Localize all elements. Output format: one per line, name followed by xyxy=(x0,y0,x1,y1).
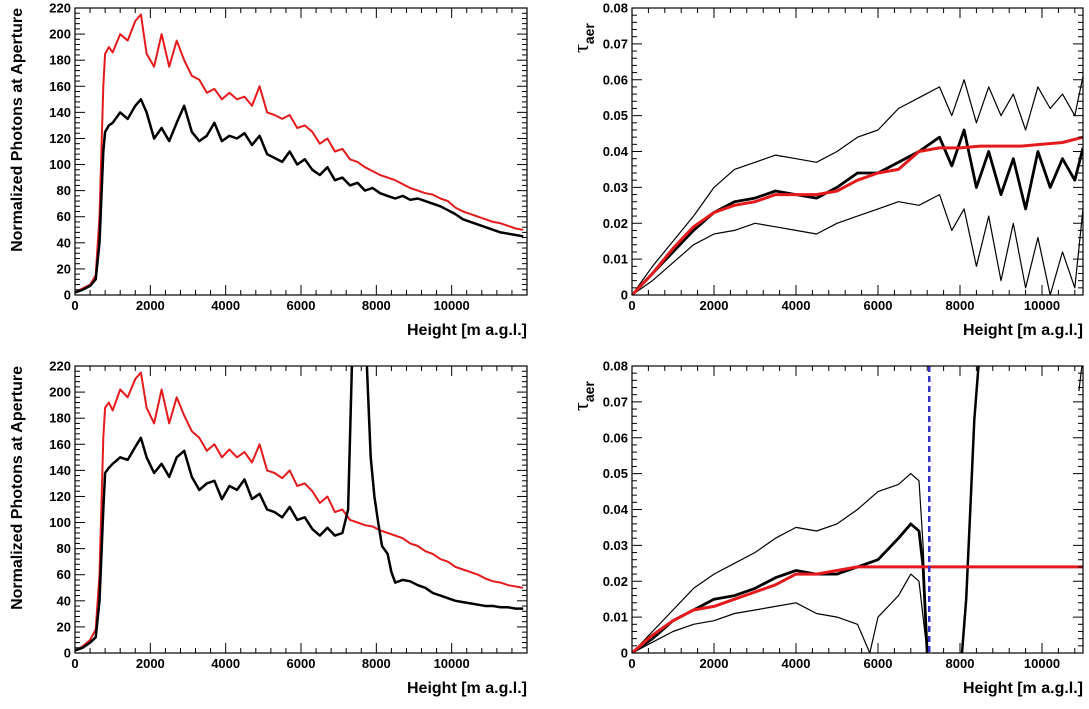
x-tick-label: 2000 xyxy=(700,298,729,313)
y-tick-label: 100 xyxy=(49,515,71,530)
series-line-0 xyxy=(75,13,524,294)
panel-p3: 0 2000 4000 6000 8000 10000 0 0.01 0.02 0.03 0.04 0… xyxy=(568,359,1084,697)
y-tick-label: 0.07 xyxy=(603,36,628,51)
series-line-1 xyxy=(75,98,524,294)
y-axis-title: Normalized Photons at Aperture xyxy=(9,366,26,610)
x-tick-label: 10000 xyxy=(1024,298,1060,313)
y-tick-label: 0 xyxy=(621,646,628,661)
y-tick-label: 0.01 xyxy=(603,610,628,625)
y-tick-label: 60 xyxy=(57,209,71,224)
y-tick-label: 140 xyxy=(49,105,71,120)
series-line-3 xyxy=(960,366,980,653)
x-tick-label: 8000 xyxy=(362,298,391,313)
y-tick-label: 0 xyxy=(621,288,628,303)
x-tick-label: 8000 xyxy=(946,656,975,671)
x-axis-title: Height [m a.g.l.] xyxy=(407,322,527,339)
y-tick-label: 200 xyxy=(49,385,71,400)
y-tick-label: 0.02 xyxy=(603,216,628,231)
series-line-0 xyxy=(75,371,524,652)
x-tick-label: 4000 xyxy=(782,298,811,313)
y-tick-label: 20 xyxy=(57,261,71,276)
y-tick-label: 0.06 xyxy=(603,72,628,87)
x-tick-label: 4000 xyxy=(211,298,240,313)
x-tick-label: 8000 xyxy=(362,656,391,671)
y-tick-label: 80 xyxy=(57,183,71,198)
y-tick-label: 160 xyxy=(49,437,71,452)
y-tick-label: 120 xyxy=(49,489,71,504)
y-axis-title-subscript: aer xyxy=(581,381,597,403)
y-tick-label: 20 xyxy=(57,619,71,634)
series-group xyxy=(75,366,524,652)
y-tick-label: 0.08 xyxy=(603,359,628,374)
y-tick-label: 180 xyxy=(49,53,71,68)
y-tick-label: 0.02 xyxy=(603,574,628,589)
x-tick-label: 4000 xyxy=(782,656,811,671)
x-axis-title: Height [m a.g.l.] xyxy=(407,680,527,697)
y-tick-label: 140 xyxy=(49,463,71,478)
y-tick-label: 200 xyxy=(49,27,71,42)
x-tick-label: 8000 xyxy=(946,298,975,313)
y-tick-label: 60 xyxy=(57,567,71,582)
panel-p2: 0 2000 4000 6000 8000 10000 0 20 40 60 80 100 120 140… xyxy=(9,359,528,697)
series-line-2 xyxy=(632,573,928,653)
y-tick-label: 0.04 xyxy=(603,144,629,159)
x-tick-label: 10000 xyxy=(434,656,470,671)
x-tick-label: 0 xyxy=(71,656,78,671)
panel-p1: 0 2000 4000 6000 8000 10000 0 0.01 0.02 0.03 0.04 0… xyxy=(568,1,1084,339)
y-tick-label: 40 xyxy=(57,593,71,608)
x-tick-label: 0 xyxy=(628,298,635,313)
x-tick-label: 4000 xyxy=(211,656,240,671)
y-tick-label: 0.06 xyxy=(603,430,628,445)
x-tick-label: 0 xyxy=(71,298,78,313)
y-tick-label: 160 xyxy=(49,79,71,94)
y-axis-title: τaer xyxy=(568,23,597,53)
y-tick-label: 100 xyxy=(49,157,71,172)
y-tick-label: 120 xyxy=(49,131,71,146)
series-group xyxy=(632,366,1083,653)
x-axis-title: Height [m a.g.l.] xyxy=(963,680,1083,697)
y-tick-label: 80 xyxy=(57,541,71,556)
x-tick-label: 6000 xyxy=(864,656,893,671)
series-line-0 xyxy=(632,473,928,653)
y-tick-label: 180 xyxy=(49,411,71,426)
x-tick-label: 10000 xyxy=(1024,656,1060,671)
series-line-2 xyxy=(632,194,1083,295)
panel-p0: 0 2000 4000 6000 8000 10000 0 20 40 60 80 100 120 140… xyxy=(9,1,528,339)
y-tick-label: 0.03 xyxy=(603,538,628,553)
series-line-0 xyxy=(632,76,1083,295)
y-tick-label: 0 xyxy=(64,646,71,661)
x-tick-label: 2000 xyxy=(136,298,165,313)
x-tick-label: 6000 xyxy=(864,298,893,313)
x-tick-label: 6000 xyxy=(287,656,316,671)
x-tick-label: 10000 xyxy=(434,298,470,313)
x-tick-label: 6000 xyxy=(287,298,316,313)
y-tick-label: 0.07 xyxy=(603,394,628,409)
series-group xyxy=(632,76,1083,295)
x-tick-label: 2000 xyxy=(700,656,729,671)
x-tick-label: 0 xyxy=(628,656,635,671)
y-axis-title: τaer xyxy=(568,381,597,411)
y-tick-label: 220 xyxy=(49,1,71,16)
y-tick-label: 0.01 xyxy=(603,252,628,267)
y-axis-title: Normalized Photons at Aperture xyxy=(9,8,26,252)
y-tick-label: 220 xyxy=(49,359,71,374)
series-line-5 xyxy=(632,565,1083,653)
y-tick-label: 0 xyxy=(64,288,71,303)
series-line-1 xyxy=(75,366,524,652)
y-axis-title-subscript: aer xyxy=(581,23,597,45)
series-line-1 xyxy=(632,128,1083,295)
series-group xyxy=(75,13,524,294)
x-axis-title: Height [m a.g.l.] xyxy=(963,322,1083,339)
y-tick-label: 0.05 xyxy=(603,466,628,481)
y-tick-label: 40 xyxy=(57,235,71,250)
y-tick-label: 0.03 xyxy=(603,180,628,195)
series-line-3 xyxy=(632,135,1083,295)
y-tick-label: 0.04 xyxy=(603,502,629,517)
x-tick-label: 2000 xyxy=(136,656,165,671)
y-tick-label: 0.08 xyxy=(603,1,628,16)
y-tick-label: 0.05 xyxy=(603,108,628,123)
